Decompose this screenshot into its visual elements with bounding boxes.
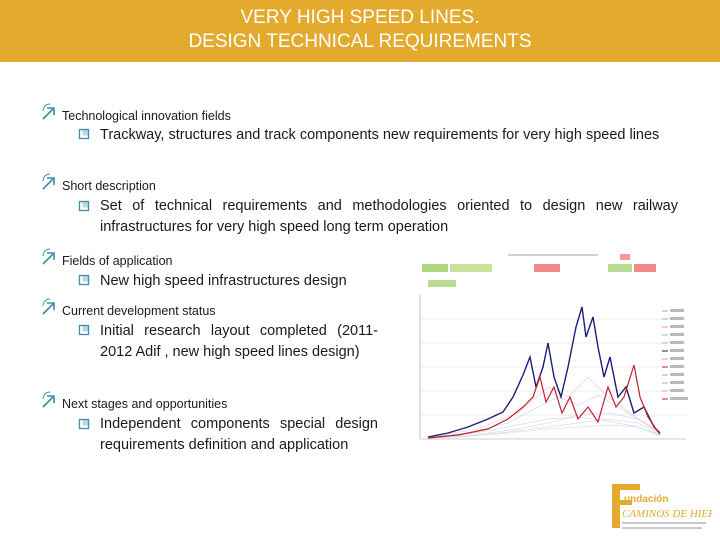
section-heading-description: Short description	[62, 179, 156, 193]
section-heading-status: Current development status	[62, 304, 216, 318]
svg-text:CAMINOS DE HIERRO: CAMINOS DE HIERRO	[622, 508, 712, 520]
section-text-status: Initial research layout completed (2011-…	[100, 323, 378, 360]
arrow-bullet-icon	[42, 103, 55, 120]
arrow-bullet-icon	[42, 391, 55, 408]
svg-text:undación: undación	[624, 494, 668, 505]
square-bullet-icon	[78, 128, 90, 140]
section-text-description: Set of technical requirements and method…	[100, 198, 678, 235]
square-bullet-icon	[78, 274, 90, 286]
section-text-next-stages: Independent components special design re…	[100, 416, 378, 453]
section-text-innovation: Trackway, structures and track component…	[100, 127, 660, 143]
fundacion-caminos-de-hierro-logo: undación CAMINOS DE HIERRO	[612, 484, 712, 529]
title-line-2: DESIGN TECHNICAL REQUIREMENTS	[188, 31, 532, 52]
arrow-bullet-icon	[42, 248, 55, 265]
section-heading-innovation: Technological innovation fields	[62, 109, 231, 123]
title-line-1: VERY HIGH SPEED LINES.	[240, 7, 480, 28]
square-bullet-icon	[78, 324, 90, 336]
title-bar	[0, 0, 720, 62]
chart-image	[398, 247, 700, 463]
square-bullet-icon	[78, 418, 90, 430]
section-heading-next-stages: Next stages and opportunities	[62, 397, 228, 411]
section-heading-application: Fields of application	[62, 254, 173, 268]
arrow-bullet-icon	[42, 173, 55, 190]
arrow-bullet-icon	[42, 298, 55, 315]
section-text-application: New high speed infrastructures design	[100, 273, 347, 289]
square-bullet-icon	[78, 200, 90, 212]
slide-title: VERY HIGH SPEED LINES. DESIGN TECHNICAL …	[0, 6, 720, 54]
